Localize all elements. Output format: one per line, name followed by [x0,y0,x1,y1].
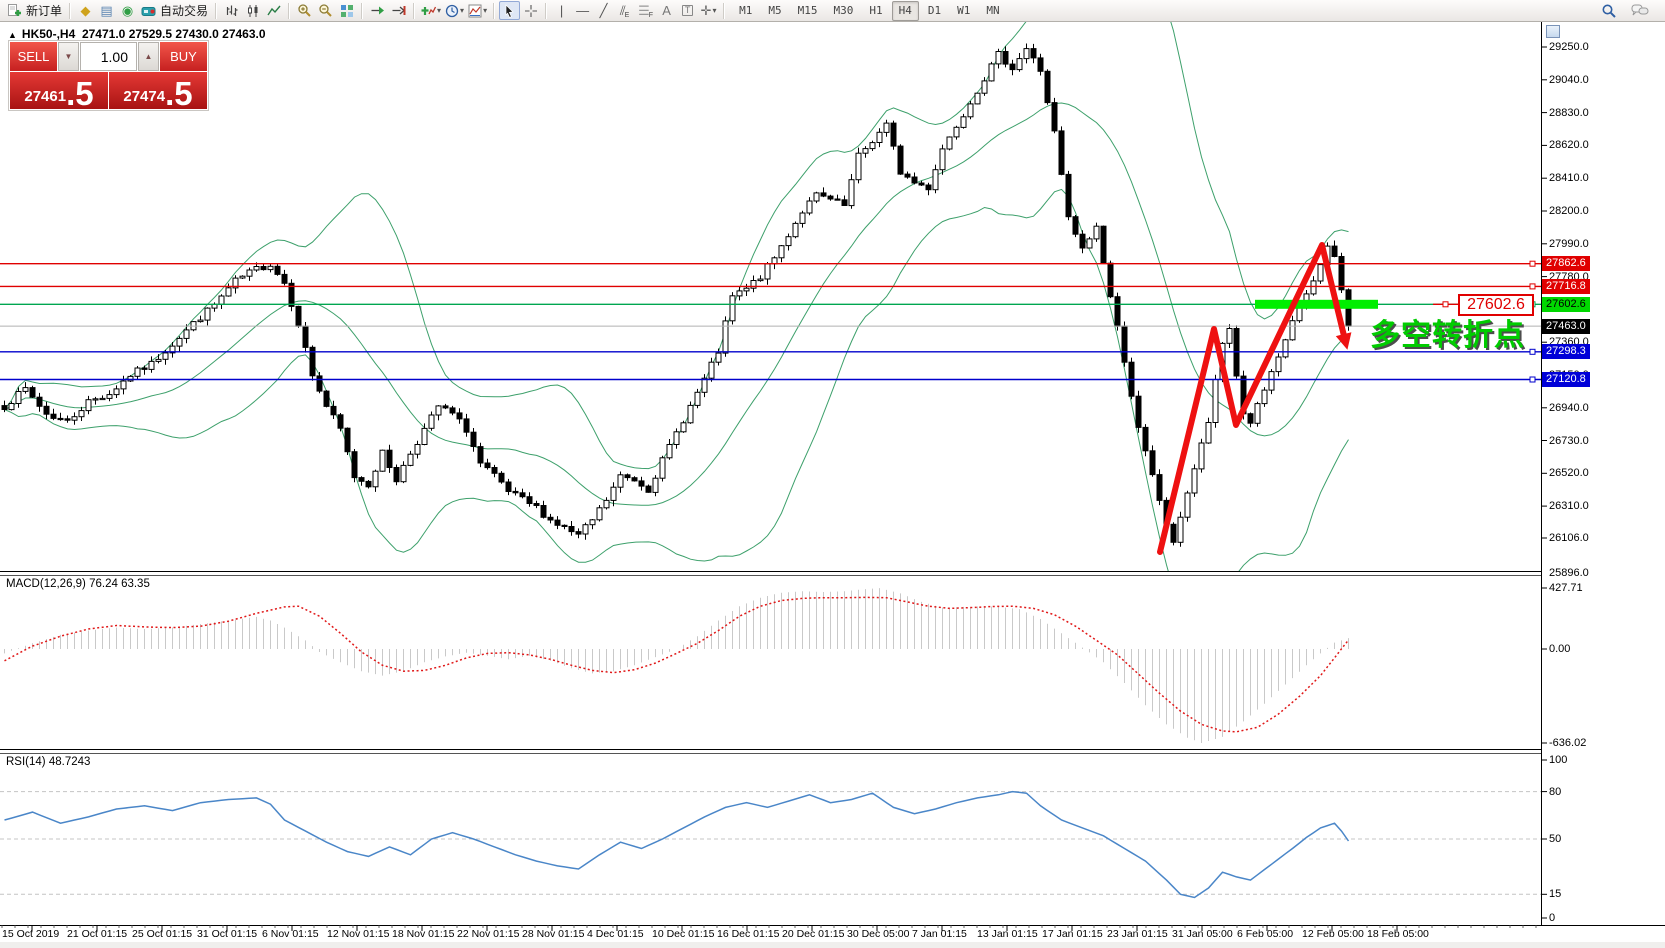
new-order-button[interactable] [4,1,25,20]
bottom-strip [0,942,1665,948]
channel-icon[interactable]: ⫽ E [619,3,630,19]
toolbar: 新订单 ◆ ▤ ◉ 自动交易 ▾ ▾ ▾ | — ╱ ⫽ E ☰ F A T ✛ ▾ M1 M5 M15 M30 H1 H4 D… [0,0,1665,22]
text-icon[interactable]: A [662,3,671,18]
market-watch-icon[interactable]: ◆ [80,3,91,18]
new-order-button-label[interactable]: 新订单 [26,4,63,18]
buy-price-pip: .5 [165,74,193,112]
fibonacci-icon[interactable]: ☰ F [638,3,654,19]
volume-input[interactable] [80,42,137,71]
close-value: 27463.0 [222,27,266,41]
volume-decrease-button[interactable]: ▼ [58,42,79,71]
auto-trading-button-label[interactable]: 自动交易 [160,4,209,18]
chart-shift-icon[interactable] [388,1,409,20]
tile-windows-icon[interactable] [336,1,357,20]
buy-price[interactable]: 27474.5 [109,72,207,112]
support-price-tag[interactable]: 27602.6 [1458,294,1534,316]
macd-label: MACD(12,26,9) 76.24 63.35 [6,578,150,590]
timeframe-w1[interactable]: W1 [957,4,971,17]
sell-button[interactable]: SELL [10,42,57,71]
crosshair-icon[interactable] [520,1,541,20]
toolbar-separator [361,2,364,19]
horizontal-line-icon[interactable]: — [576,3,590,18]
auto-trading-button[interactable] [138,1,159,20]
volume-increase-button[interactable]: ▲ [138,42,159,71]
indicators-icon[interactable]: ▾ [419,1,443,20]
toolbar-separator [215,2,218,19]
templates-icon[interactable]: ▾ [466,1,489,20]
timeframe-m5[interactable]: M5 [768,4,782,17]
symbol-period-label: HK50-,H4 [21,27,76,41]
auto-scroll-icon[interactable] [367,1,388,20]
toolbar-separator [69,2,72,19]
toolbar-separator [413,2,416,19]
buy-price-main: 27474 [123,88,166,105]
timeframe-mn[interactable]: MN [986,4,1000,17]
zoom-in-icon[interactable] [294,1,315,20]
zoom-out-icon[interactable] [315,1,336,20]
chart-title: ▲ HK50-,H4 27471.0 27529.5 27430.0 27463.… [8,27,266,41]
chart-candles-icon[interactable] [242,1,263,20]
toolbar-separator [545,2,548,19]
low-value: 27430.0 [175,27,219,41]
chart-line-icon[interactable] [263,1,284,20]
timeframe-m30[interactable]: M30 [833,4,854,17]
vertical-line-icon[interactable]: | [559,3,564,18]
search-icon[interactable] [1598,1,1619,20]
arrows-icon[interactable]: ✛ ▾ [700,3,717,18]
one-click-trading-panel: SELL ▼ ▲ BUY 27461.5 27474.5 [8,40,209,111]
text-label-icon[interactable]: T [677,1,698,20]
timeframe-h1[interactable]: H1 [869,4,883,17]
trendline-icon[interactable]: ╱ [599,3,608,18]
toolbar-separator [723,2,726,19]
periods-icon[interactable]: ▾ [443,1,466,20]
chart-corner-icon[interactable] [1546,25,1560,38]
timeframe-m15[interactable]: M15 [797,4,818,17]
rsi-label: RSI(14) 48.7243 [6,756,91,768]
timeframe-h4[interactable]: H4 [891,0,919,21]
data-window-icon[interactable]: ◉ [121,3,134,18]
sell-price-pip: .5 [66,74,94,112]
chart-bars-icon[interactable] [221,1,242,20]
high-value: 27529.5 [128,27,173,41]
cursor-icon[interactable] [499,1,521,20]
toolbar-separator [288,2,291,19]
toolbar-separator [493,2,496,19]
open-value: 27471.0 [81,27,126,41]
navigator-icon[interactable]: ▤ [100,3,113,18]
sell-price-main: 27461 [24,88,67,105]
collapse-panel-icon[interactable]: ▲ [8,30,17,40]
turning-point-annotation: 多空转折点 [1370,319,1525,352]
sell-price[interactable]: 27461.5 [10,72,108,112]
chat-icon[interactable] [1629,1,1651,20]
buy-button[interactable]: BUY [160,42,207,71]
timeframe-d1[interactable]: D1 [927,4,942,17]
timeframe-m1[interactable]: M1 [739,4,753,17]
